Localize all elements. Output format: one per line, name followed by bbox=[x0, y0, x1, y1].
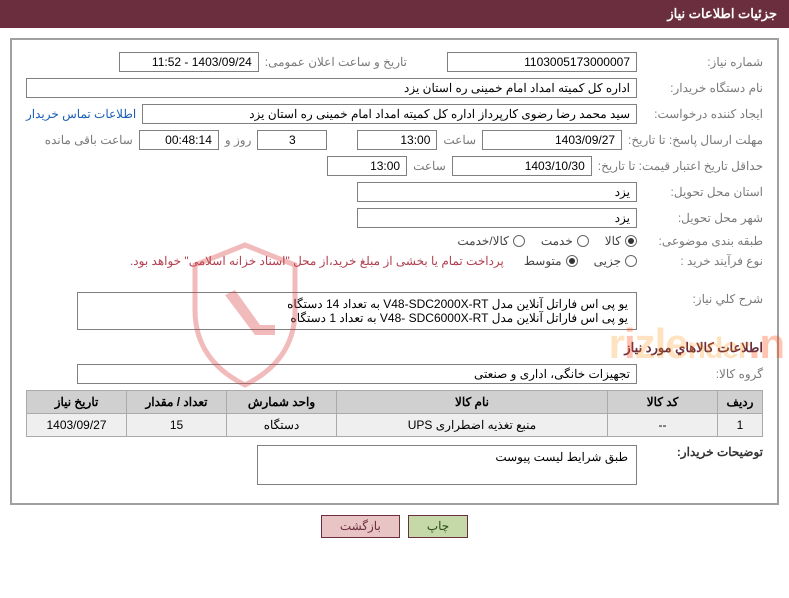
radio-icon bbox=[566, 255, 578, 267]
requester-label: ایجاد کننده درخواست: bbox=[643, 107, 763, 121]
buyer-notes-box: طبق شرایط لیست پیوست bbox=[257, 445, 637, 485]
print-button[interactable]: چاپ bbox=[408, 515, 468, 538]
back-button[interactable]: بازگشت bbox=[321, 515, 400, 538]
radio-kala[interactable]: کالا bbox=[605, 234, 637, 248]
buyer-notes-label: توضیحات خریدار: bbox=[643, 445, 763, 459]
province-field: یزد bbox=[357, 182, 637, 202]
th-qty: تعداد / مقدار bbox=[127, 391, 227, 414]
days-field: 3 bbox=[257, 130, 327, 150]
summary-box: یو پی اس فاراتل آنلاین مدل V48-SDC2000X-… bbox=[77, 292, 637, 330]
radio-both[interactable]: کالا/خدمت bbox=[457, 234, 524, 248]
category-radio-group: کالا خدمت کالا/خدمت bbox=[457, 234, 637, 248]
radio-icon bbox=[513, 235, 525, 247]
footer-buttons: چاپ بازگشت bbox=[10, 505, 779, 548]
td-qty: 15 bbox=[127, 414, 227, 437]
resp-time-field: 13:00 bbox=[357, 130, 437, 150]
page-header: جزئیات اطلاعات نیاز bbox=[0, 0, 789, 28]
main-panel: شماره نیاز: 1103005173000007 تاریخ و ساع… bbox=[10, 38, 779, 505]
goods-group-field: تجهیزات خانگی، اداری و صنعتی bbox=[77, 364, 637, 384]
province-label: استان محل تحویل: bbox=[643, 185, 763, 199]
need-no-label: شماره نیاز: bbox=[643, 55, 763, 69]
page-title: جزئیات اطلاعات نیاز bbox=[667, 6, 777, 21]
days-and-label: روز و bbox=[225, 133, 252, 147]
resp-date-field: 1403/09/27 bbox=[482, 130, 622, 150]
radio-khadmat[interactable]: خدمت bbox=[541, 234, 589, 248]
purchase-type-label: نوع فرآیند خرید : bbox=[643, 254, 763, 268]
td-code: -- bbox=[608, 414, 718, 437]
summary-label: شرح کلي نیاز: bbox=[643, 292, 763, 306]
td-date: 1403/09/27 bbox=[27, 414, 127, 437]
countdown-field: 00:48:14 bbox=[139, 130, 219, 150]
purchase-type-radio-group: جزیی متوسط bbox=[524, 254, 637, 268]
td-unit: دستگاه bbox=[227, 414, 337, 437]
th-name: نام کالا bbox=[337, 391, 608, 414]
payment-notice: پرداخت تمام یا بخشی از مبلغ خرید،از محل … bbox=[130, 254, 504, 268]
radio-medium[interactable]: متوسط bbox=[524, 254, 578, 268]
th-row: ردیف bbox=[718, 391, 763, 414]
th-code: کد کالا bbox=[608, 391, 718, 414]
th-date: تاریخ نیاز bbox=[27, 391, 127, 414]
goods-info-title: اطلاعات کالاهاي مورد نیاز bbox=[26, 340, 763, 356]
table-row: 1 -- منبع تغذیه اضطراری UPS دستگاه 15 14… bbox=[27, 414, 763, 437]
goods-table: ردیف کد کالا نام کالا واحد شمارش تعداد /… bbox=[26, 390, 763, 437]
radio-icon bbox=[625, 235, 637, 247]
radio-icon bbox=[625, 255, 637, 267]
validity-label: حداقل تاریخ اعتبار قیمت: تا تاریخ: bbox=[598, 159, 763, 173]
city-label: شهر محل تحویل: bbox=[643, 211, 763, 225]
city-field: یزد bbox=[357, 208, 637, 228]
summary-line-1: یو پی اس فاراتل آنلاین مدل V48-SDC2000X-… bbox=[86, 297, 628, 311]
radio-partial[interactable]: جزیی bbox=[594, 254, 637, 268]
announce-field: 1403/09/24 - 11:52 bbox=[119, 52, 259, 72]
announce-label: تاریخ و ساعت اعلان عمومی: bbox=[265, 55, 407, 69]
requester-field: سید محمد رضا رضوی کارپرداز اداره کل کمیت… bbox=[142, 104, 637, 124]
td-name: منبع تغذیه اضطراری UPS bbox=[337, 414, 608, 437]
buyer-contact-link[interactable]: اطلاعات تماس خریدار bbox=[26, 107, 136, 121]
category-label: طبقه بندی موضوعی: bbox=[643, 234, 763, 248]
validity-time-field: 13:00 bbox=[327, 156, 407, 176]
remaining-label: ساعت باقی مانده bbox=[45, 133, 133, 147]
buyer-org-field: اداره کل کمیته امداد امام خمینی ره استان… bbox=[26, 78, 637, 98]
th-unit: واحد شمارش bbox=[227, 391, 337, 414]
radio-icon bbox=[577, 235, 589, 247]
resp-deadline-label: مهلت ارسال پاسخ: تا تاریخ: bbox=[628, 133, 763, 147]
goods-group-label: گروه کالا: bbox=[643, 367, 763, 381]
time-label-1: ساعت bbox=[443, 133, 476, 147]
time-label-2: ساعت bbox=[413, 159, 446, 173]
need-no-field: 1103005173000007 bbox=[447, 52, 637, 72]
summary-line-2: یو پی اس فاراتل آنلاین مدل V48- SDC6000X… bbox=[86, 311, 628, 325]
buyer-org-label: نام دستگاه خریدار: bbox=[643, 81, 763, 95]
validity-date-field: 1403/10/30 bbox=[452, 156, 592, 176]
td-row: 1 bbox=[718, 414, 763, 437]
